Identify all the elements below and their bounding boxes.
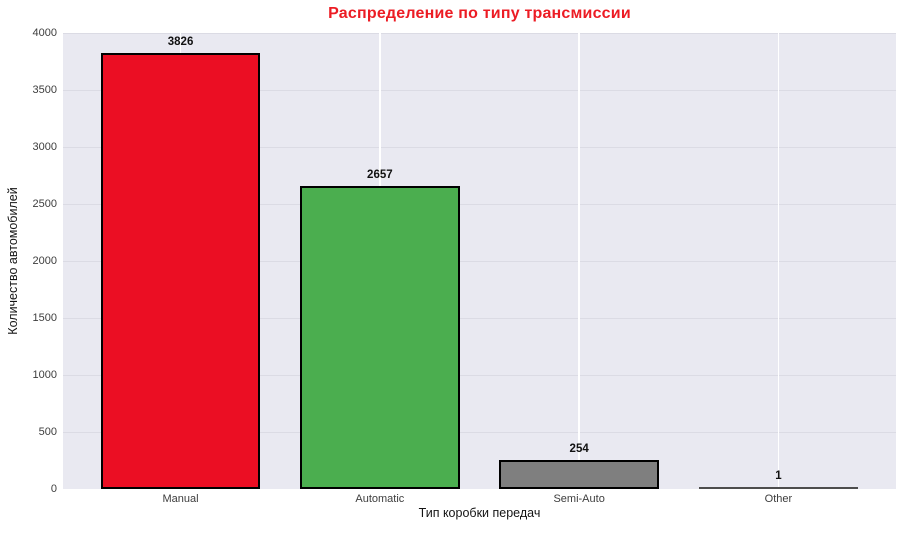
y-gridline-1500	[63, 317, 896, 319]
y-tick-label-2000: 2000	[32, 254, 57, 267]
y-gridline-3000	[63, 146, 896, 148]
y-gridline-2500	[63, 203, 896, 205]
bar-manual	[100, 52, 261, 489]
y-tick-label-1000: 1000	[32, 368, 57, 381]
y-gridline-1000	[63, 374, 896, 376]
x-tick-label-semi-auto: Semi-Auto	[553, 493, 605, 505]
x-tick-label-automatic: Automatic	[355, 493, 405, 505]
bar-semi-auto	[499, 460, 659, 489]
x-tick-label-manual: Manual	[162, 493, 199, 505]
y-tick-label-500: 500	[38, 425, 57, 438]
plot-area: 3826 2657 254 1	[63, 32, 896, 489]
y-tick-label-3000: 3000	[32, 140, 57, 153]
y-tick-label-4000: 4000	[32, 26, 57, 39]
y-tick-label-1500: 1500	[32, 311, 57, 324]
y-gridline-3500	[63, 89, 896, 91]
y-gridline-500	[63, 431, 896, 433]
y-gridline-2000	[63, 260, 896, 262]
bar-automatic	[300, 186, 460, 489]
bar-value-label-automatic: 2657	[367, 169, 393, 182]
bar-other	[698, 486, 859, 489]
x-gridline-semi-auto	[578, 33, 580, 489]
bar-value-label-manual: 3826	[167, 35, 194, 48]
y-tick-label-2500: 2500	[32, 197, 57, 210]
x-tick-label-other: Other	[764, 493, 793, 505]
bar-value-label-semi-auto: 254	[569, 443, 589, 456]
y-tick-label-0: 0	[50, 482, 57, 495]
y-gridline-4000	[63, 32, 896, 34]
x-gridline-other	[777, 33, 780, 489]
bar-value-label-other: 1	[775, 469, 782, 482]
chart-title: Распределение по типу трансмиссии	[328, 5, 631, 22]
x-axis-label: Тип коробки передач	[418, 506, 541, 520]
y-tick-label-3500: 3500	[32, 83, 57, 96]
